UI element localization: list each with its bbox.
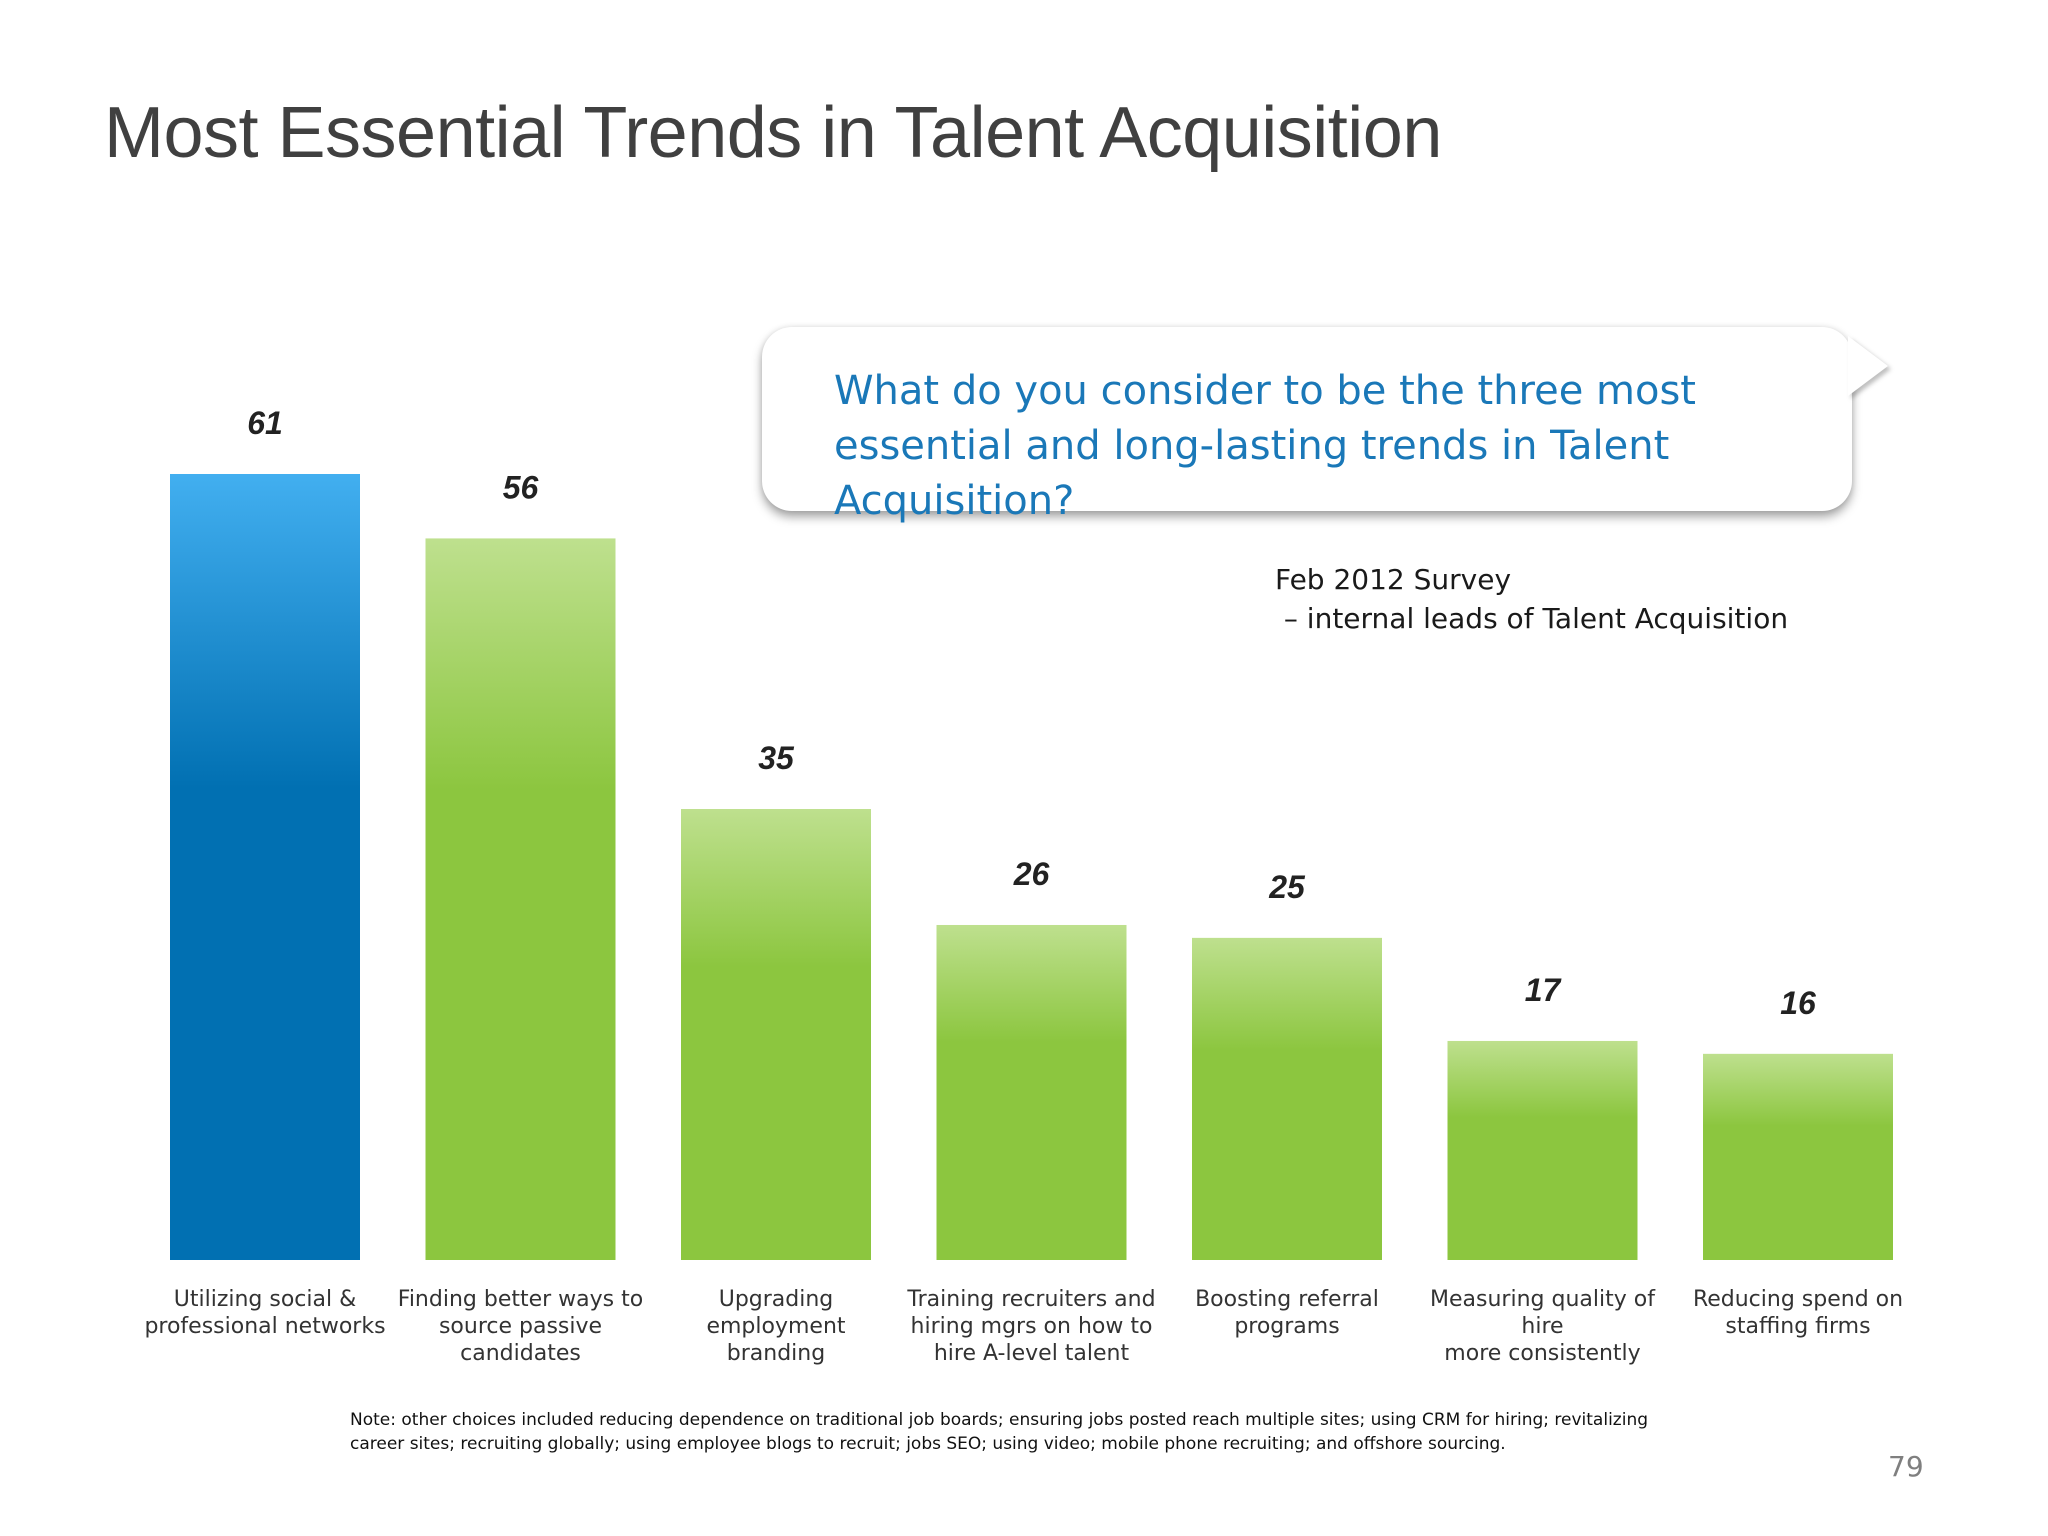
survey-audience: – internal leads of Talent Acquisition bbox=[1275, 602, 1789, 635]
bar-3 bbox=[681, 809, 871, 1260]
bar-value-label-5: 25 bbox=[1268, 869, 1306, 905]
page-number: 79 bbox=[1888, 1450, 1924, 1483]
category-label-1: Utilizing social & professional networks bbox=[144, 1287, 386, 1339]
bar-value-label-1: 61 bbox=[247, 405, 283, 441]
question-callout bbox=[762, 327, 1852, 511]
bar-value-label-7: 16 bbox=[1780, 985, 1816, 1021]
bar-6 bbox=[1447, 1040, 1638, 1260]
category-label-2: Finding better ways to source passive cand… bbox=[397, 1287, 644, 1366]
value-labels-layer: 61 56 35 26 25 17 16 bbox=[247, 405, 1816, 1021]
bar-value-label-2: 56 bbox=[503, 469, 539, 505]
slide-title: Most Essential Trends in Talent Acquisit… bbox=[104, 93, 1442, 173]
callout-tail bbox=[1848, 336, 1888, 396]
bar-7 bbox=[1703, 1053, 1893, 1260]
bar-1 bbox=[170, 474, 360, 1260]
footnote: Note: other choices included reducing de… bbox=[350, 1410, 1649, 1454]
bar-chart: 61 56 35 26 25 17 16 bbox=[170, 405, 1893, 1260]
category-label-6: Measuring quality of hire more consistent… bbox=[1430, 1287, 1655, 1366]
bar-4 bbox=[936, 924, 1127, 1260]
survey-date: Feb 2012 Survey bbox=[1275, 563, 1512, 596]
bar-value-label-4: 26 bbox=[1013, 856, 1050, 892]
category-label-5: Boosting referral programs bbox=[1195, 1287, 1379, 1339]
bar-value-label-3: 35 bbox=[758, 740, 795, 776]
bar-5 bbox=[1192, 937, 1382, 1260]
category-label-4: Training recruiters and hiring mgrs on ho… bbox=[907, 1287, 1156, 1366]
bar-2 bbox=[425, 538, 616, 1260]
bars-layer bbox=[170, 474, 1893, 1260]
callout-question: What do you consider to be the three mos… bbox=[834, 368, 1696, 524]
bar-value-label-6: 17 bbox=[1525, 972, 1563, 1008]
category-label-3: Upgrading employment branding bbox=[706, 1287, 846, 1366]
category-label-7: Reducing spend on staffing firms bbox=[1692, 1287, 1904, 1339]
survey-note: Feb 2012 Survey – internal leads of Tale… bbox=[1275, 560, 1788, 638]
